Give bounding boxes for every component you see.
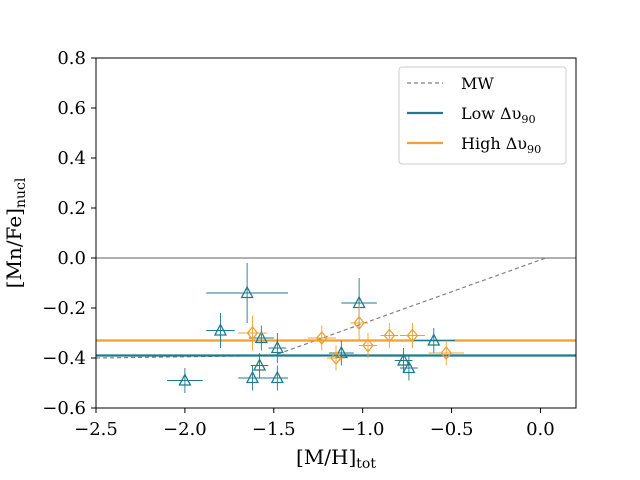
- data-point-triangle: [270, 340, 284, 354]
- data-point-diamond: [315, 330, 328, 346]
- series-low: [167, 263, 456, 393]
- legend-label-mw-main: MW: [461, 74, 494, 93]
- data-point-triangle: [252, 358, 267, 371]
- legend-box: [398, 66, 567, 165]
- x-tick-label: −1.5: [252, 419, 296, 440]
- data-point-diamond: [440, 345, 453, 361]
- legend-label-low-main: Low Δυ: [461, 104, 521, 123]
- y-tick-label: 0.6: [57, 98, 86, 119]
- x-tick-label: −2.5: [74, 419, 118, 440]
- axes-frame: [95, 57, 577, 409]
- x-axis-label: [M/H]tot: [296, 445, 376, 472]
- data-point-triangle: [396, 353, 411, 366]
- x-tick-label: −1.0: [341, 419, 385, 440]
- x-tick-label: 0.0: [526, 419, 555, 440]
- data-point-diamond: [330, 350, 342, 366]
- y-axis-label-sub: nucl: [13, 177, 29, 208]
- x-tick-label: −2.0: [163, 419, 207, 440]
- data-point-diamond: [246, 325, 259, 341]
- y-tick-label: −0.6: [42, 398, 86, 419]
- series-high: [238, 305, 464, 371]
- y-tick-label: 0.2: [57, 198, 86, 219]
- data-point-triangle: [245, 370, 260, 384]
- x-tick-label: −0.5: [430, 419, 474, 440]
- plot-area: [96, 257, 576, 393]
- legend-label-low: Low Δυ90: [461, 104, 536, 126]
- x-axis-label-main: [M/H]: [296, 445, 356, 469]
- data-point-triangle: [254, 330, 268, 344]
- y-tick-label: 0.0: [57, 248, 86, 269]
- y-axis-label-main: [Mn/Fe]: [2, 208, 26, 288]
- data-point-diamond: [406, 328, 419, 343]
- y-tick-label: −0.2: [42, 298, 86, 319]
- y-tick-label: 0.8: [57, 48, 86, 69]
- data-point-triangle: [213, 323, 228, 336]
- legend-label-low-sub: 90: [521, 113, 535, 126]
- data-point-diamond: [383, 328, 396, 343]
- legend-label-high-main: High Δυ: [461, 134, 527, 153]
- y-tick-label: −0.4: [42, 348, 86, 369]
- axes: −2.5 −2.0 −1.5 −1.0 −0.5 0.0 −0.6 −0.4 −0.2 0.0 0.…: [2, 48, 577, 472]
- data-point-triangle: [240, 285, 254, 299]
- legend-label-mw: MW: [461, 74, 494, 93]
- y-axis-label: [Mn/Fe]nucl: [2, 177, 29, 288]
- legend-label-high-sub: 90: [527, 143, 541, 156]
- data-point-diamond: [353, 315, 365, 331]
- x-axis-label-sub: tot: [356, 456, 376, 472]
- legend-label-high: High Δυ90: [461, 134, 541, 156]
- data-point-triangle: [427, 333, 441, 346]
- data-point-triangle: [402, 360, 416, 374]
- data-point-triangle: [270, 370, 284, 384]
- data-point-diamond: [362, 338, 374, 353]
- y-tick-label: 0.4: [57, 148, 86, 169]
- data-point-triangle: [178, 373, 192, 386]
